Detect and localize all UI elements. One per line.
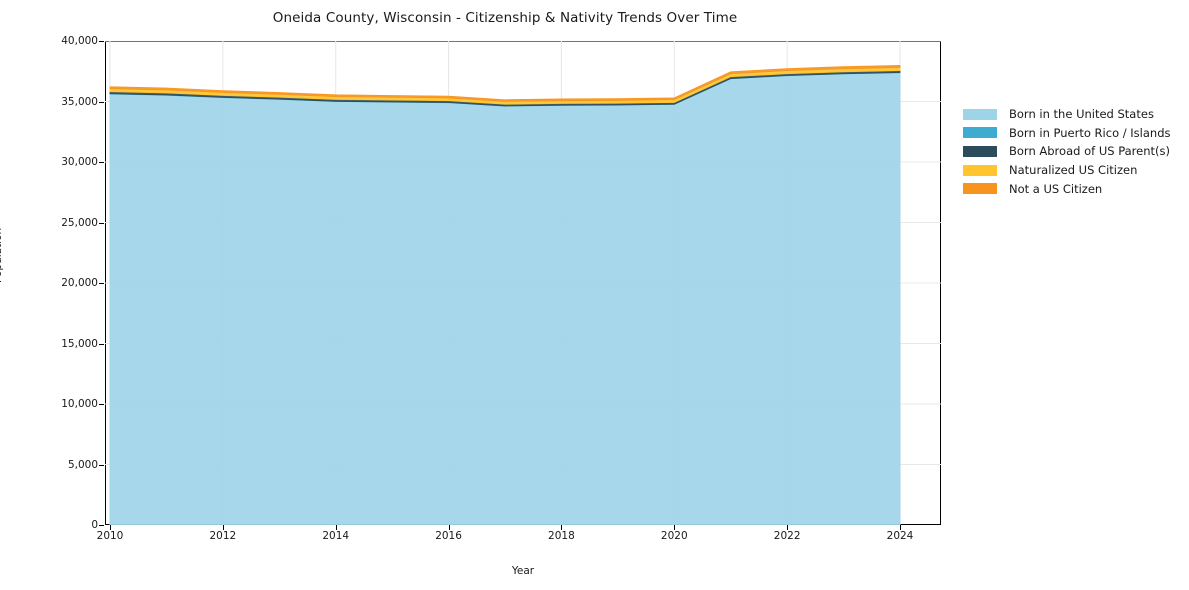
x-axis-tick-mark bbox=[335, 525, 337, 530]
x-axis-tick-label: 2018 bbox=[548, 530, 575, 542]
x-axis-tick-label: 2020 bbox=[660, 530, 688, 542]
y-axis-tick-mark bbox=[99, 162, 104, 163]
legend-item[interactable]: Born Abroad of US Parent(s) bbox=[963, 142, 1183, 161]
x-axis-tick-mark bbox=[561, 525, 563, 530]
y-axis-tick-mark bbox=[99, 41, 104, 42]
legend-color-swatch bbox=[963, 127, 997, 139]
x-axis-tick-label: 2014 bbox=[322, 530, 350, 542]
y-axis-tick-mark bbox=[99, 464, 104, 466]
y-axis-tick-mark bbox=[99, 525, 104, 526]
y-axis-tick-marks bbox=[0, 41, 110, 526]
legend-item-label: Born in Puerto Rico / Islands bbox=[1009, 125, 1171, 140]
x-axis-tick-mark bbox=[110, 525, 111, 530]
x-axis-tick-mark bbox=[787, 525, 789, 530]
chart-legend: Born in the United States Born in Puerto … bbox=[963, 105, 1183, 198]
legend-item-label: Not a US Citizen bbox=[1009, 181, 1103, 196]
legend-color-swatch bbox=[963, 145, 997, 157]
y-axis-tick-mark bbox=[99, 283, 104, 284]
area-series bbox=[109, 64, 901, 102]
y-axis-tick-mark bbox=[99, 404, 104, 405]
legend-item-label: Naturalized US Citizen bbox=[1009, 163, 1138, 178]
legend-color-swatch bbox=[963, 108, 997, 120]
x-axis-tick-label: 2012 bbox=[209, 530, 237, 542]
x-axis-tick-labels: 2010 2012 2014 2016 2018 2020 2022 2024 bbox=[97, 530, 941, 550]
x-axis-tick-label: 2010 bbox=[96, 530, 124, 542]
x-axis-tick-label: 2024 bbox=[886, 530, 914, 542]
y-axis-tick-label: 40,000 bbox=[61, 35, 98, 47]
legend-item[interactable]: Naturalized US Citizen bbox=[963, 161, 1183, 180]
legend-color-swatch bbox=[963, 183, 997, 195]
x-axis-tick-mark bbox=[674, 525, 676, 530]
x-axis-tick-label: 2016 bbox=[435, 530, 462, 542]
legend-item[interactable]: Not a US Citizen bbox=[963, 179, 1183, 198]
x-axis-tick-mark bbox=[222, 525, 224, 530]
area-series-group bbox=[109, 64, 901, 525]
page-title: Oneida County, Wisconsin - Citizenship &… bbox=[272, 10, 738, 26]
y-axis-tick-label: 15,000 bbox=[61, 337, 98, 350]
plot-area bbox=[105, 41, 941, 525]
y-axis-tick-mark bbox=[99, 343, 104, 345]
legend-item-label: Born in the United States bbox=[1009, 107, 1154, 122]
y-axis-tick-label: 5,000 bbox=[67, 458, 98, 471]
y-axis-tick-labels: 0 5,000 10,000 15,000 20,000 25,000 30,000 35,0… bbox=[8, 35, 98, 531]
x-axis-tick-label: 2022 bbox=[773, 530, 801, 542]
y-axis-tick-mark bbox=[99, 222, 104, 224]
y-axis-tick-label: 0 bbox=[91, 519, 98, 531]
y-axis-tick-label: 35,000 bbox=[61, 95, 98, 108]
y-axis-tick-label: 20,000 bbox=[61, 277, 98, 289]
x-axis-tick-marks bbox=[105, 0, 941, 540]
stacked-area-plot bbox=[105, 41, 941, 525]
y-axis-tick-label: 25,000 bbox=[61, 216, 98, 229]
y-axis-tick-label: 10,000 bbox=[61, 398, 98, 410]
legend-item[interactable]: Born in Puerto Rico / Islands bbox=[963, 124, 1183, 143]
legend-color-swatch bbox=[963, 164, 997, 176]
x-axis-tick-mark bbox=[900, 525, 901, 530]
y-axis-tick-mark bbox=[99, 101, 104, 103]
x-axis-tick-mark bbox=[448, 525, 450, 530]
legend-item[interactable]: Born in the United States bbox=[963, 105, 1183, 124]
x-axis-label: Year bbox=[511, 565, 535, 577]
y-axis-tick-label: 30,000 bbox=[61, 156, 98, 168]
legend-item-label: Born Abroad of US Parent(s) bbox=[1009, 144, 1170, 159]
